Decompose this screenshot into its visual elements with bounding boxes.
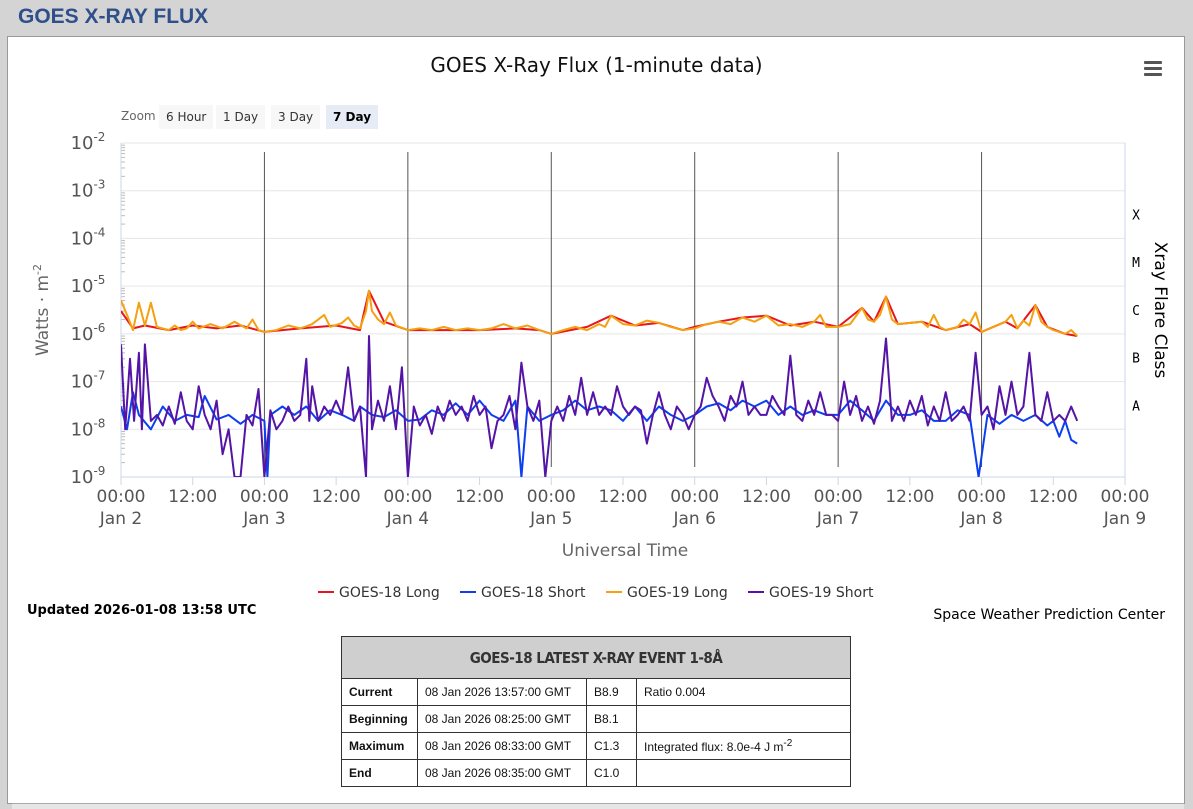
event-time: 08 Jan 2026 08:33:00 GMT: [417, 732, 587, 760]
x-tick-date-label: Jan 4: [386, 509, 429, 529]
row-label: Maximum: [341, 732, 418, 760]
event-class: C1.3: [586, 732, 637, 760]
y-tick-label: 10-7: [71, 369, 106, 393]
event-note: [636, 759, 851, 787]
y-tick-label: 10-3: [71, 178, 106, 202]
y-tick-label: 10-4: [71, 225, 106, 249]
x-tick-time-label: 00:00: [527, 487, 576, 507]
x-tick-time-label: 00:00: [957, 487, 1006, 507]
x-tick-time-label: 12:00: [1029, 487, 1078, 507]
legend-item-goes18-long[interactable]: GOES-18 Long: [318, 585, 440, 601]
x-tick-time-label: 00:00: [814, 487, 863, 507]
x-tick-time-label: 00:00: [240, 487, 289, 507]
plot-area: [121, 143, 1125, 477]
flare-class-label: B: [1132, 352, 1140, 367]
legend-item-goes18-short[interactable]: GOES-18 Short: [460, 585, 586, 601]
flare-class-label: A: [1132, 399, 1140, 414]
legend-label: GOES-19 Short: [769, 585, 874, 601]
event-note: Integrated flux: 8.0e-4 J m-2: [636, 732, 851, 760]
xray-flux-chart: 10-210-310-410-510-610-710-810-900:00Jan…: [31, 130, 1170, 561]
y-tick-label: 10-5: [71, 273, 106, 297]
legend-swatch: [318, 590, 334, 593]
event-note: [636, 705, 851, 733]
x-tick-time-label: 12:00: [742, 487, 791, 507]
updated-timestamp: Updated 2026-01-08 13:58 UTC: [27, 603, 257, 618]
x-tick-time-label: 00:00: [1101, 487, 1150, 507]
event-note-text: Integrated flux: 8.0e-4 J m: [644, 740, 784, 754]
x-tick-date-label: Jan 3: [242, 509, 285, 529]
event-time: 08 Jan 2026 08:35:00 GMT: [417, 759, 587, 787]
x-tick-date-label: Jan 2: [99, 509, 142, 529]
bottom-tab-strip: [12, 803, 1184, 809]
table-row: End 08 Jan 2026 08:35:00 GMT C1.0: [341, 759, 851, 787]
x-tick-date-label: Jan 6: [672, 509, 715, 529]
zoom-3-day-button[interactable]: 3 Day: [271, 105, 321, 129]
x-tick-date-label: Jan 8: [959, 509, 1002, 529]
legend-item-goes19-long[interactable]: GOES-19 Long: [606, 585, 728, 601]
page-heading: GOES X-RAY FLUX: [18, 5, 209, 28]
zoom-7-day-button[interactable]: 7 Day: [326, 105, 379, 129]
legend-swatch: [748, 590, 764, 593]
series-group: [121, 289, 1079, 477]
legend-swatch: [606, 590, 622, 593]
legend-item-goes19-short[interactable]: GOES-19 Short: [748, 585, 874, 601]
y-axis-title: Watts · m-2: [31, 264, 53, 356]
event-class: C1.0: [586, 759, 637, 787]
right-axis-title: Xray Flare Class: [1150, 242, 1170, 379]
x-tick-time-label: 12:00: [885, 487, 934, 507]
x-tick-time-label: 00:00: [383, 487, 432, 507]
x-tick-date-label: Jan 5: [529, 509, 572, 529]
x-tick-time-label: 12:00: [168, 487, 217, 507]
row-label: End: [341, 759, 418, 787]
flare-class-label: M: [1132, 256, 1140, 271]
x-tick-date-label: Jan 7: [816, 509, 859, 529]
x-tick-time-label: 12:00: [312, 487, 361, 507]
table-row: Current 08 Jan 2026 13:57:00 GMT B8.9 Ra…: [341, 678, 851, 706]
y-tick-label: 10-2: [71, 130, 106, 154]
x-tick-time-label: 00:00: [670, 487, 719, 507]
hamburger-menu-icon[interactable]: [1144, 61, 1162, 77]
flare-class-label: X: [1132, 208, 1140, 223]
y-tick-label: 10-6: [71, 321, 106, 345]
event-table-header: GOES-18 LATEST X-RAY EVENT 1-8Å: [341, 636, 851, 679]
x-tick-time-label: 00:00: [97, 487, 146, 507]
event-note-text: Ratio 0.004: [644, 685, 706, 699]
event-time: 08 Jan 2026 08:25:00 GMT: [417, 705, 587, 733]
credit-text: Space Weather Prediction Center: [933, 607, 1165, 623]
x-tick-time-label: 12:00: [599, 487, 648, 507]
x-tick-time-label: 12:00: [455, 487, 504, 507]
table-row: Maximum 08 Jan 2026 08:33:00 GMT C1.3 In…: [341, 732, 851, 760]
zoom-label: Zoom: [121, 109, 156, 123]
event-note-sup: -2: [783, 738, 793, 749]
y-tick-label: 10-8: [71, 416, 106, 440]
row-label: Current: [341, 678, 418, 706]
page-header: GOES X-RAY FLUX: [0, 0, 1193, 36]
table-row: Beginning 08 Jan 2026 08:25:00 GMT B8.1: [341, 705, 851, 733]
event-class: B8.1: [586, 705, 637, 733]
y-tick-label: 10-9: [71, 464, 106, 488]
zoom-6-hour-button[interactable]: 6 Hour: [159, 105, 214, 129]
event-class: B8.9: [586, 678, 637, 706]
series-line-goes-19-short: [121, 335, 1079, 477]
legend-label: GOES-19 Long: [627, 585, 728, 601]
legend-label: GOES-18 Long: [339, 585, 440, 601]
latest-xray-event-table: GOES-18 LATEST X-RAY EVENT 1-8Å Current …: [341, 636, 851, 787]
row-label: Beginning: [341, 705, 418, 733]
event-time: 08 Jan 2026 13:57:00 GMT: [417, 678, 587, 706]
legend-label: GOES-18 Short: [481, 585, 586, 601]
event-note: Ratio 0.004: [636, 678, 851, 706]
x-axis-title: Universal Time: [562, 541, 688, 561]
chart-title: GOES X-Ray Flux (1-minute data): [430, 53, 763, 77]
flare-class-label: C: [1132, 304, 1140, 319]
zoom-1-day-button[interactable]: 1 Day: [216, 105, 266, 129]
x-tick-date-label: Jan 9: [1103, 509, 1146, 529]
series-line-goes-19-long: [121, 289, 1078, 337]
legend-swatch: [460, 590, 476, 593]
